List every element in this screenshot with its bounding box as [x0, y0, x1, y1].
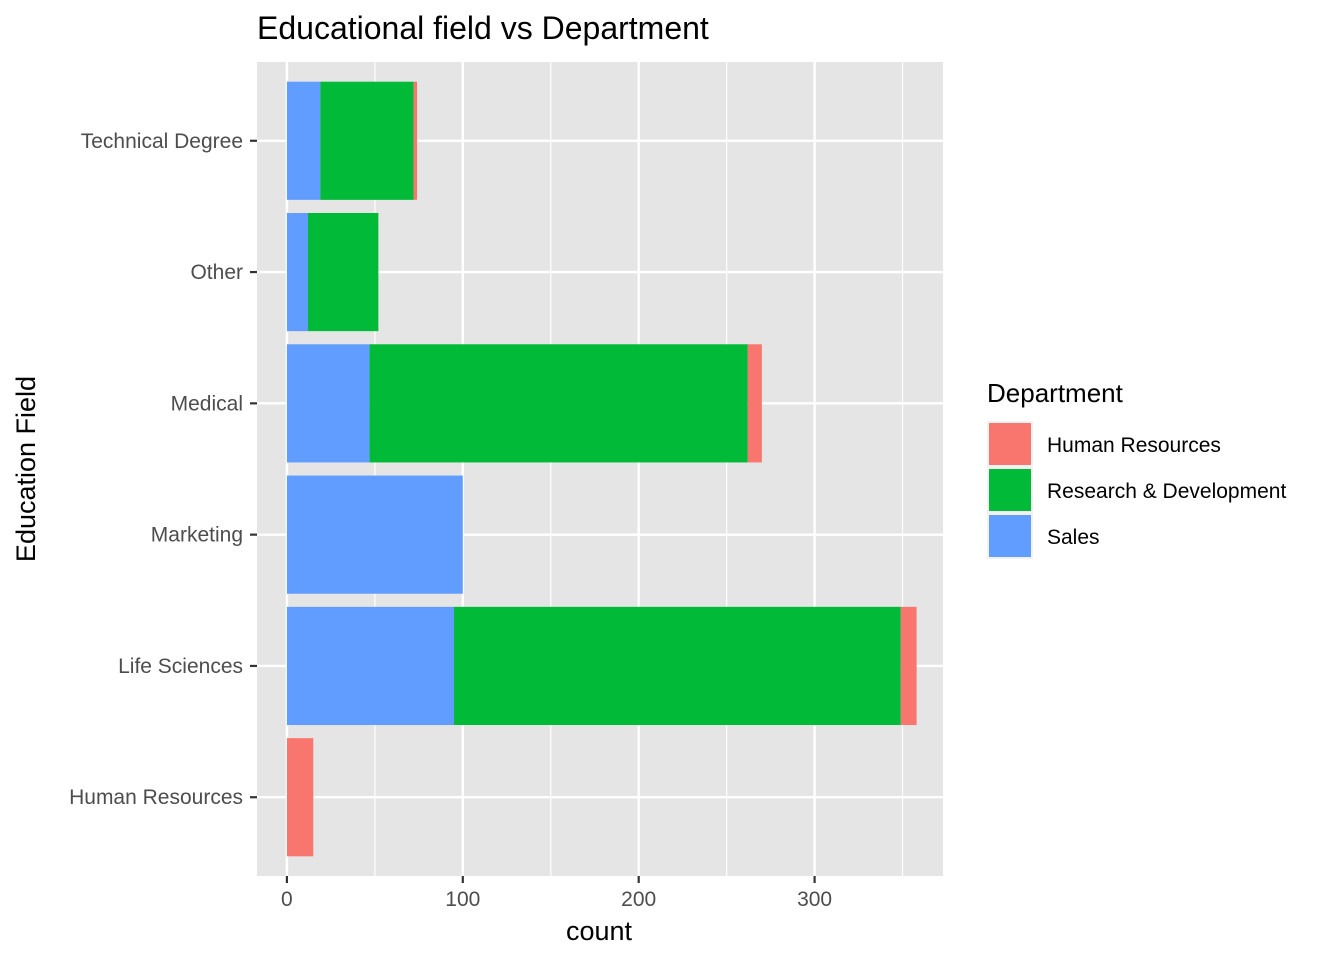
- bar-research-development: [454, 606, 901, 726]
- x-tick-label: 0: [281, 888, 293, 911]
- y-tick-label: Other: [190, 261, 243, 284]
- y-axis-title: Education Field: [11, 376, 41, 562]
- bar-sales: [286, 475, 463, 594]
- bars-layer: [286, 81, 917, 857]
- legend-title: Department: [987, 378, 1124, 408]
- x-tick-label: 100: [445, 888, 480, 911]
- bar-human-resources: [413, 81, 418, 200]
- legend-swatch: [989, 515, 1031, 557]
- legend-swatch: [989, 423, 1031, 465]
- x-axis: 0 100 200 300: [281, 876, 832, 911]
- bar-research-development: [320, 81, 414, 200]
- chart-title: Educational field vs Department: [257, 10, 709, 46]
- x-tick-label: 200: [621, 888, 656, 911]
- legend-label: Research & Development: [1047, 480, 1286, 503]
- bar-sales: [286, 344, 370, 463]
- y-axis: Human Resources Life Sciences Marketing Med…: [69, 130, 257, 809]
- y-tick-label: Medical: [171, 392, 243, 415]
- y-tick-label: Life Sciences: [118, 655, 243, 678]
- bar-research-development: [369, 344, 748, 463]
- x-axis-title: count: [566, 916, 633, 946]
- bar-sales: [286, 212, 309, 332]
- bar-human-resources: [900, 606, 917, 726]
- legend-label: Sales: [1047, 526, 1100, 549]
- y-tick-label: Human Resources: [69, 786, 243, 809]
- x-tick-label: 300: [797, 888, 832, 911]
- bar-sales: [286, 606, 455, 726]
- bar-sales: [286, 81, 321, 200]
- bar-research-development: [308, 212, 379, 332]
- y-tick-label: Marketing: [151, 524, 243, 547]
- legend-swatch: [989, 469, 1031, 511]
- y-tick-label: Technical Degree: [81, 130, 243, 153]
- bar-human-resources: [747, 344, 762, 463]
- bar-human-resources: [286, 738, 314, 857]
- legend-label: Human Resources: [1047, 434, 1221, 457]
- legend: Department Human Resources Research & Dev…: [987, 378, 1286, 559]
